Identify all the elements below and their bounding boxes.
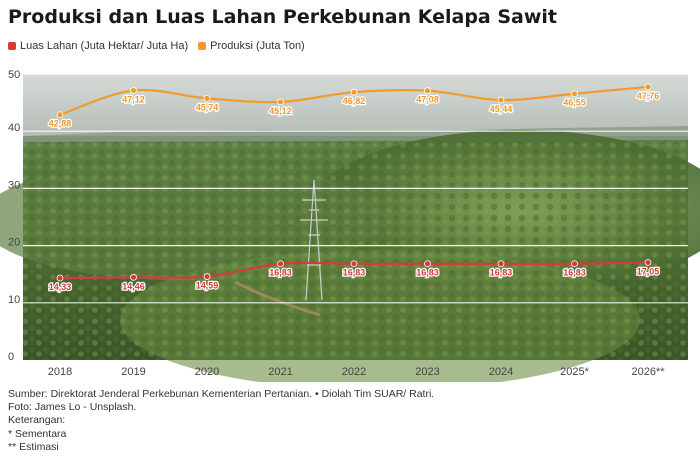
point-produksi-2025*[interactable] bbox=[571, 90, 578, 98]
point-luas-lahan-2023[interactable] bbox=[424, 260, 431, 268]
y-axis: 0 10 20 30 40 50 bbox=[8, 69, 20, 363]
point-produksi-2022[interactable] bbox=[350, 88, 358, 96]
label-luas-lahan-2024: 16,83 bbox=[490, 268, 513, 278]
x-tick-2025*: 2025* bbox=[560, 366, 589, 378]
power-tower-icon bbox=[300, 179, 328, 301]
gridlines bbox=[23, 73, 688, 304]
point-luas-lahan-2024[interactable] bbox=[497, 260, 505, 268]
series-lines bbox=[56, 83, 652, 282]
note-provisional: * Sementara bbox=[8, 427, 67, 440]
legend-label-luas-lahan: Luas Lahan (Juta Hektar/ Juta Ha) bbox=[20, 40, 189, 52]
legend-item-produksi[interactable]: Produksi (Juta Ton) bbox=[198, 40, 305, 52]
y-tick-30: 30 bbox=[8, 179, 20, 191]
point-produksi-2020[interactable] bbox=[203, 94, 211, 102]
data-labels: 14,33 14,46 14,59 16,83 16,83 16,83 16,83 16,83… bbox=[48, 90, 661, 294]
label-produksi-2020: 45,74 bbox=[196, 102, 219, 112]
point-luas-lahan-2021[interactable] bbox=[277, 260, 284, 268]
legend-swatch-produksi bbox=[198, 42, 207, 50]
y-tick-50: 50 bbox=[8, 69, 20, 81]
label-luas-lahan-2018: 14,33 bbox=[49, 282, 72, 292]
y-tick-40: 40 bbox=[8, 122, 20, 134]
background-photo bbox=[0, 74, 700, 382]
x-tick-2020: 2020 bbox=[195, 366, 219, 378]
label-luas-lahan-2026**: 17,05 bbox=[637, 266, 660, 276]
label-produksi-2018: 42,88 bbox=[49, 119, 72, 129]
label-produksi-2021: 45,12 bbox=[269, 106, 292, 116]
legend: Luas Lahan (Juta Hektar/ Juta Ha) Produk… bbox=[8, 40, 315, 52]
label-produksi-2026**: 47,76 bbox=[637, 91, 660, 101]
y-tick-10: 10 bbox=[8, 294, 20, 306]
x-tick-2023: 2023 bbox=[415, 366, 439, 378]
legend-item-luas-lahan[interactable]: Luas Lahan (Juta Hektar/ Juta Ha) bbox=[8, 40, 188, 52]
label-produksi-2022: 46,82 bbox=[343, 96, 366, 106]
legend-label-produksi: Produksi (Juta Ton) bbox=[210, 40, 305, 52]
label-luas-lahan-2019: 14,46 bbox=[122, 281, 145, 291]
x-axis: 2018 2019 2020 2021 2022 2023 2024 2025* 2026** bbox=[48, 366, 665, 378]
point-luas-lahan-2022[interactable] bbox=[350, 260, 358, 268]
x-tick-2019: 2019 bbox=[121, 366, 145, 378]
point-luas-lahan-2018[interactable] bbox=[56, 274, 64, 282]
x-tick-2024: 2024 bbox=[489, 366, 513, 378]
point-luas-lahan-2026**[interactable] bbox=[644, 259, 652, 266]
label-produksi-2025*: 46,55 bbox=[563, 98, 586, 108]
footnotes: Sumber: Direktorat Jenderal Perkebunan K… bbox=[8, 388, 434, 454]
label-luas-lahan-2023: 16,83 bbox=[416, 268, 439, 278]
point-luas-lahan-2019[interactable] bbox=[130, 273, 137, 281]
label-luas-lahan-2022: 16,83 bbox=[343, 268, 366, 278]
y-tick-20: 20 bbox=[8, 237, 20, 249]
label-produksi-2019: 47,12 bbox=[122, 94, 145, 104]
note-estimate: ** Estimasi bbox=[8, 440, 59, 453]
label-luas-lahan-2020: 14,59 bbox=[196, 281, 219, 291]
x-tick-2022: 2022 bbox=[342, 366, 366, 378]
point-produksi-2023[interactable] bbox=[424, 87, 431, 95]
point-luas-lahan-2020[interactable] bbox=[203, 273, 211, 280]
x-tick-2021: 2021 bbox=[268, 366, 292, 378]
point-luas-lahan-2025*[interactable] bbox=[571, 260, 578, 268]
point-produksi-2026**[interactable] bbox=[644, 83, 652, 91]
point-produksi-2019[interactable] bbox=[130, 87, 137, 94]
label-luas-lahan-2025*: 16,83 bbox=[563, 268, 586, 278]
point-produksi-2021[interactable] bbox=[277, 98, 284, 106]
chart-title: Produksi dan Luas Lahan Perkebunan Kelap… bbox=[8, 6, 558, 28]
line-chart: 0 10 20 30 40 50 2018 2019 2020 2021 2022 2023 2024… bbox=[0, 69, 700, 382]
label-produksi-2024: 45,44 bbox=[490, 104, 513, 114]
x-tick-2018: 2018 bbox=[48, 366, 72, 378]
y-tick-0: 0 bbox=[8, 351, 14, 363]
legend-swatch-luas-lahan bbox=[8, 42, 16, 50]
notes-heading: Keterangan: bbox=[8, 414, 66, 427]
source-note: Sumber: Direktorat Jenderal Perkebunan K… bbox=[8, 388, 435, 400]
point-produksi-2018[interactable] bbox=[56, 111, 64, 119]
point-produksi-2024[interactable] bbox=[497, 96, 505, 104]
label-luas-lahan-2021: 16,83 bbox=[269, 268, 292, 278]
x-tick-2026**: 2026** bbox=[631, 366, 665, 378]
label-produksi-2023: 47,08 bbox=[416, 95, 439, 105]
photo-credit: Foto: James Lo - Unsplash. bbox=[8, 401, 137, 414]
